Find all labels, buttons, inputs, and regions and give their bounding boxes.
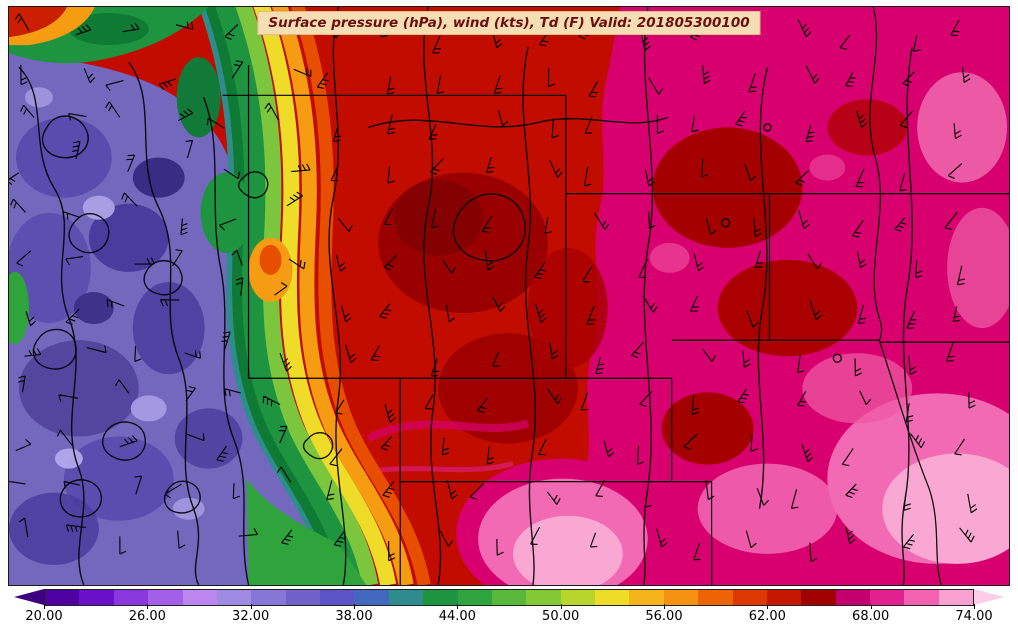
dewpoint-fill-layer [9,7,1009,585]
colorbar-segment [835,590,870,605]
colorbar-segment [182,590,217,605]
colorbar-tick-label: 56.00 [645,609,683,624]
colorbar-tick-label: 32.00 [232,609,270,624]
colorbar-tick [353,604,355,609]
colorbar-tick-label: 50.00 [542,609,580,624]
colorbar-tick-label: 68.00 [852,609,890,624]
colorbar-right-arrow [974,589,1004,605]
colorbar-segment [148,590,183,605]
weather-map [9,7,1009,585]
colorbar-segment [904,590,939,605]
colorbar [14,589,1004,606]
colorbar-tick-label: 44.00 [438,609,476,624]
colorbar-segment [732,590,767,605]
colorbar-tick-label: 20.00 [25,609,63,624]
colorbar-segment [595,590,630,605]
colorbar-segment [491,590,527,605]
colorbar-segment [388,590,424,605]
colorbar-tick [663,604,665,609]
pressure-contours-layer [18,7,913,585]
colorbar-segment [423,590,458,605]
map-title: Surface pressure (hPa), wind (kts), Td (… [257,11,761,36]
colorbar-segment [216,590,252,605]
colorbar-tick [250,604,252,609]
colorbar-tick [974,604,975,609]
colorbar-tick [870,604,872,609]
colorbar-tick [457,604,459,609]
colorbar-segment [870,590,905,605]
colorbar-tick [767,604,769,609]
colorbar-segment [526,590,561,605]
colorbar-segment [457,590,492,605]
colorbar-segment [113,590,149,605]
colorbar-segment [560,590,595,605]
colorbar-left-arrow [14,589,44,605]
colorbar-tick-label: 26.00 [128,609,166,624]
colorbar-labels: 20.00 26.00 32.00 38.00 44.00 50.00 56.00 62.00… [25,604,993,629]
colorbar-segment [354,590,389,605]
colorbar-segment [320,590,355,605]
colorbar-tick [44,604,45,609]
colorbar-segment [938,590,974,605]
colorbar-segment [45,590,80,605]
colorbar-segment [663,590,699,605]
colorbar-tick [147,604,149,609]
colorbar-segment [629,590,664,605]
colorbar-tick-label: 62.00 [748,609,786,624]
colorbar-segment [766,590,802,605]
wind-barbs-layer [9,13,978,563]
colorbar-strip [44,589,974,606]
state-borders-layer [222,7,1009,585]
colorbar-segment [698,590,733,605]
colorbar-segment [801,590,836,605]
map-frame: Surface pressure (hPa), wind (kts), Td (… [8,6,1010,586]
colorbar-tick-label: 74.00 [955,609,993,624]
colorbar-tick-label: 38.00 [335,609,373,624]
colorbar-tick [560,604,562,609]
colorbar-segment [251,590,286,605]
colorbar-segment [285,590,320,605]
colorbar-segment [79,590,114,605]
